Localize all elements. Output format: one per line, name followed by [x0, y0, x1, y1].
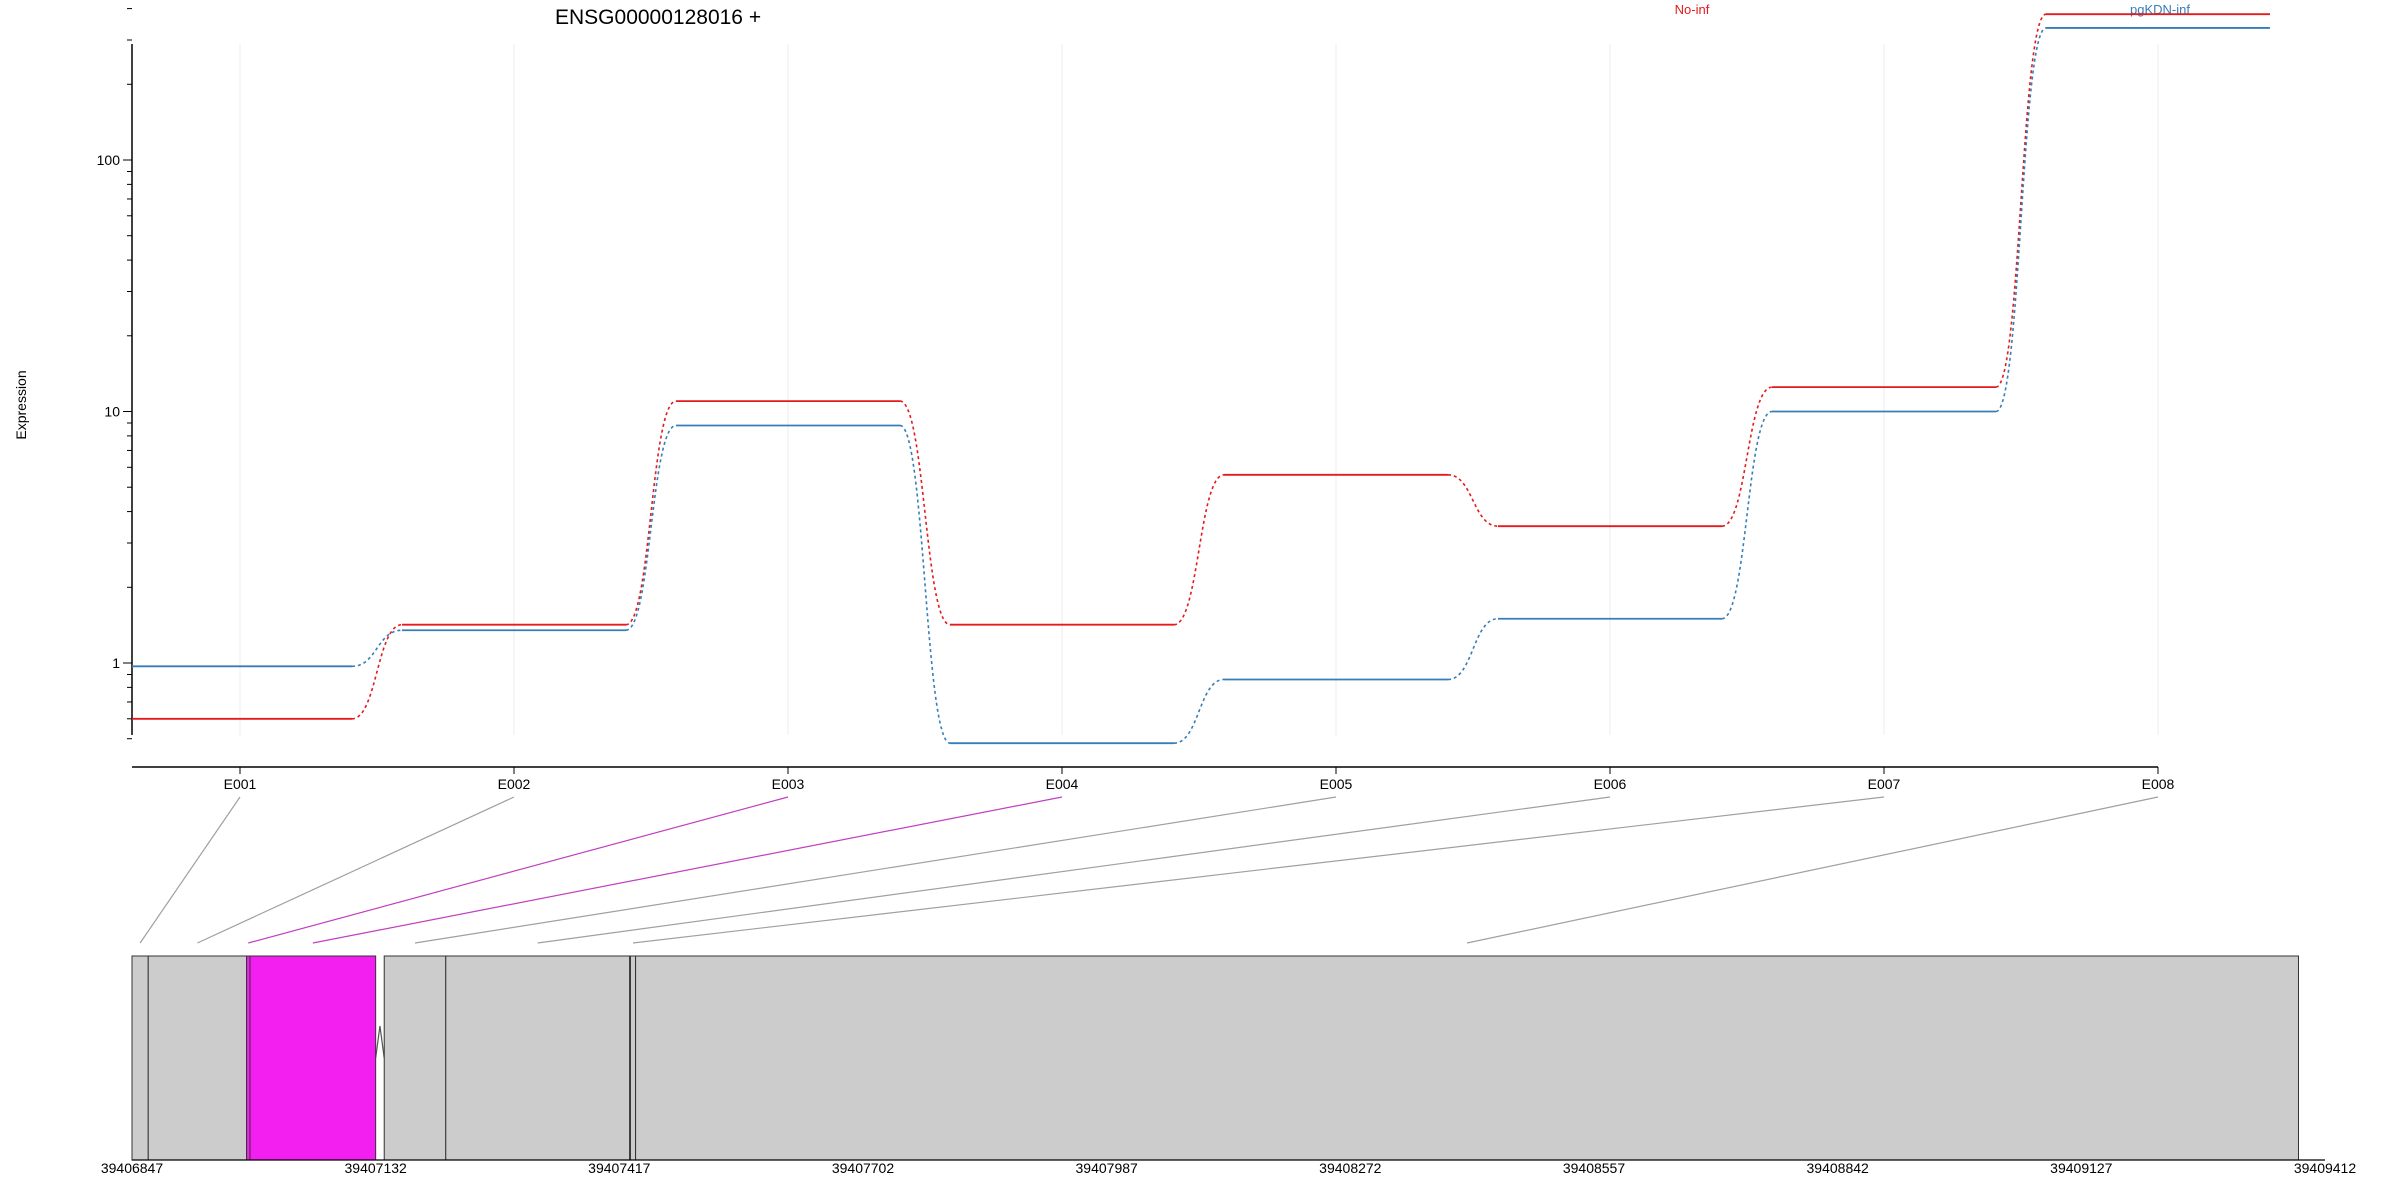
transition-no-inf-e005 — [1447, 474, 1499, 527]
legend-entry-pgkdn-inf: pgKDN-inf — [2130, 2, 2190, 17]
exon-e002 — [147, 955, 248, 1161]
genomic-tick-label: 39408557 — [1563, 1160, 1626, 1176]
transition-pgkdn-inf-e005 — [1447, 617, 1499, 681]
series-no-inf — [132, 13, 2270, 720]
chart-title: ENSG00000128016 + — [555, 6, 761, 29]
genomic-tick-label: 39408272 — [1319, 1160, 1382, 1176]
legend-entry-no-inf: No-inf — [1675, 2, 1710, 17]
exon-e006 — [445, 955, 631, 1161]
exon-e008 — [635, 955, 2299, 1161]
transition-no-inf-e001 — [351, 623, 403, 720]
y-axis-label: Expression — [13, 370, 29, 439]
exon-e004 — [249, 955, 377, 1161]
transition-no-inf-e006 — [1721, 386, 1773, 527]
genomic-axis: 39406847 39407132 39407417 39407702 39407987… — [101, 1159, 2357, 1176]
transition-no-inf-e003 — [899, 400, 951, 626]
x-tick-label-e006: E006 — [1594, 776, 1627, 792]
transition-pgkdn-inf-e001 — [351, 629, 403, 668]
x-tick-label-e002: E002 — [498, 776, 531, 792]
genomic-tick-label: 39409412 — [2294, 1160, 2357, 1176]
gene-model — [131, 955, 2299, 1161]
y-tick-label: 1 — [112, 655, 120, 671]
connector-e008 — [1466, 796, 2159, 944]
transition-no-inf-e004 — [1173, 474, 1225, 626]
intron-line — [375, 1025, 385, 1059]
connector-e002 — [197, 796, 515, 944]
genomic-tick-label: 39407132 — [345, 1160, 408, 1176]
transition-no-inf-e002 — [625, 400, 677, 626]
genomic-tick-label: 39407417 — [588, 1160, 651, 1176]
connector-e001 — [139, 796, 241, 944]
exon-e003 — [246, 955, 251, 1161]
x-tick-label-e003: E003 — [772, 776, 805, 792]
connector-e007 — [632, 796, 1885, 944]
transition-pgkdn-inf-e002 — [625, 424, 677, 632]
legend: No-inf pgKDN-inf — [1675, 2, 2191, 17]
exon-e001 — [131, 955, 149, 1161]
exon-connectors — [139, 796, 2159, 944]
genomic-tick-label: 39406847 — [101, 1160, 164, 1176]
connector-e006 — [537, 796, 1611, 944]
genomic-tick-label: 39409127 — [2050, 1160, 2113, 1176]
transition-no-inf-e007 — [1995, 13, 2047, 388]
transition-pgkdn-inf-e007 — [1995, 27, 2047, 413]
transition-pgkdn-inf-e004 — [1173, 678, 1225, 744]
x-tick-label-e001: E001 — [224, 776, 257, 792]
exon-e007 — [629, 955, 637, 1161]
x-tick-label-e005: E005 — [1320, 776, 1353, 792]
connector-e004 — [312, 796, 1063, 944]
expression-series — [132, 13, 2270, 745]
genomic-tick-label: 39407702 — [832, 1160, 895, 1176]
x-tick-label-e004: E004 — [1046, 776, 1079, 792]
axes: 1 10 100 E001 E002 E003 E004 E005 E006 E007 E008 — [97, 8, 2175, 792]
connector-e003 — [248, 796, 789, 944]
series-pgkdn-inf — [132, 27, 2270, 745]
transition-pgkdn-inf-e006 — [1721, 410, 1773, 620]
x-tick-label-e007: E007 — [1868, 776, 1901, 792]
genomic-tick-label: 39408842 — [1807, 1160, 1870, 1176]
x-tick-label-e008: E008 — [2142, 776, 2175, 792]
vertical-gridlines — [239, 44, 2159, 735]
genomic-tick-label: 39407987 — [1076, 1160, 1139, 1176]
exon-e005 — [383, 955, 447, 1161]
y-tick-label: 10 — [104, 404, 120, 420]
y-tick-label: 100 — [97, 152, 121, 168]
transition-pgkdn-inf-e003 — [899, 424, 951, 744]
connector-e005 — [414, 796, 1337, 944]
